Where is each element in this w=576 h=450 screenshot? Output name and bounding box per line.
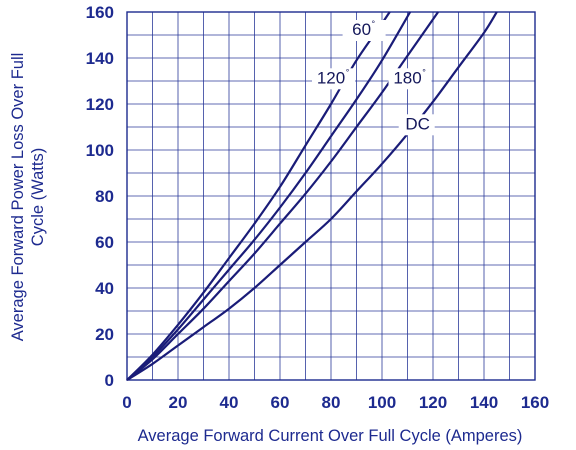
series-line-dc — [126, 11, 498, 381]
series-label-120: 120 — [317, 68, 345, 87]
series-label-dc: DC — [405, 114, 430, 133]
y-axis-title-line-1: Average Forward Power Loss Over Full — [9, 53, 27, 342]
y-tick-label: 80 — [95, 187, 114, 206]
chart-grid — [127, 12, 535, 380]
y-tick-label: 100 — [86, 141, 114, 160]
y-tick-label: 140 — [86, 49, 114, 68]
x-tick-label: 80 — [322, 393, 341, 412]
x-tick-label: 0 — [122, 393, 131, 412]
x-tick-labels: 0 20 40 60 80 100 120 140 160 — [122, 393, 549, 412]
x-tick-label: 140 — [470, 393, 498, 412]
y-axis-title-line-2: Cycle (Watts) — [29, 148, 47, 246]
plot-frame — [126, 11, 536, 381]
x-axis-title: Average Forward Current Over Full Cycle … — [138, 427, 523, 445]
x-tick-label: 100 — [368, 393, 396, 412]
y-tick-label: 160 — [86, 3, 114, 22]
series-label-backing — [312, 68, 355, 90]
x-tick-label: 120 — [419, 393, 447, 412]
y-axis-title: Average Forward Power Loss Over Full Cyc… — [9, 53, 47, 342]
series-line-120 — [126, 11, 412, 381]
series-label-backing — [388, 68, 432, 90]
y-tick-label: 60 — [95, 233, 114, 252]
degree-mark: ° — [372, 19, 376, 29]
series-label-backing — [342, 20, 386, 41]
x-tick-label: 160 — [521, 393, 549, 412]
y-tick-label: 20 — [95, 325, 114, 344]
y-tick-label: 120 — [86, 95, 114, 114]
degree-mark: ° — [422, 67, 426, 77]
x-tick-label: 40 — [220, 393, 239, 412]
x-tick-label: 60 — [271, 393, 290, 412]
y-tick-label: 0 — [105, 371, 114, 390]
degree-mark: ° — [346, 67, 350, 77]
chart-axes — [126, 11, 536, 381]
series-label-60: 60 — [352, 20, 371, 39]
series-labels: 60 °120 ° 180 °DC — [312, 19, 435, 136]
series-line-180 — [126, 11, 440, 381]
x-tick-label: 20 — [169, 393, 188, 412]
series-label-backing — [398, 114, 435, 136]
series-label-180: 180 — [393, 68, 421, 87]
series-line-60 — [126, 11, 391, 381]
y-tick-label: 40 — [95, 279, 114, 298]
chart-series — [126, 11, 498, 381]
y-tick-labels: 0 20 40 60 80 100 120 140 160 — [86, 3, 114, 390]
